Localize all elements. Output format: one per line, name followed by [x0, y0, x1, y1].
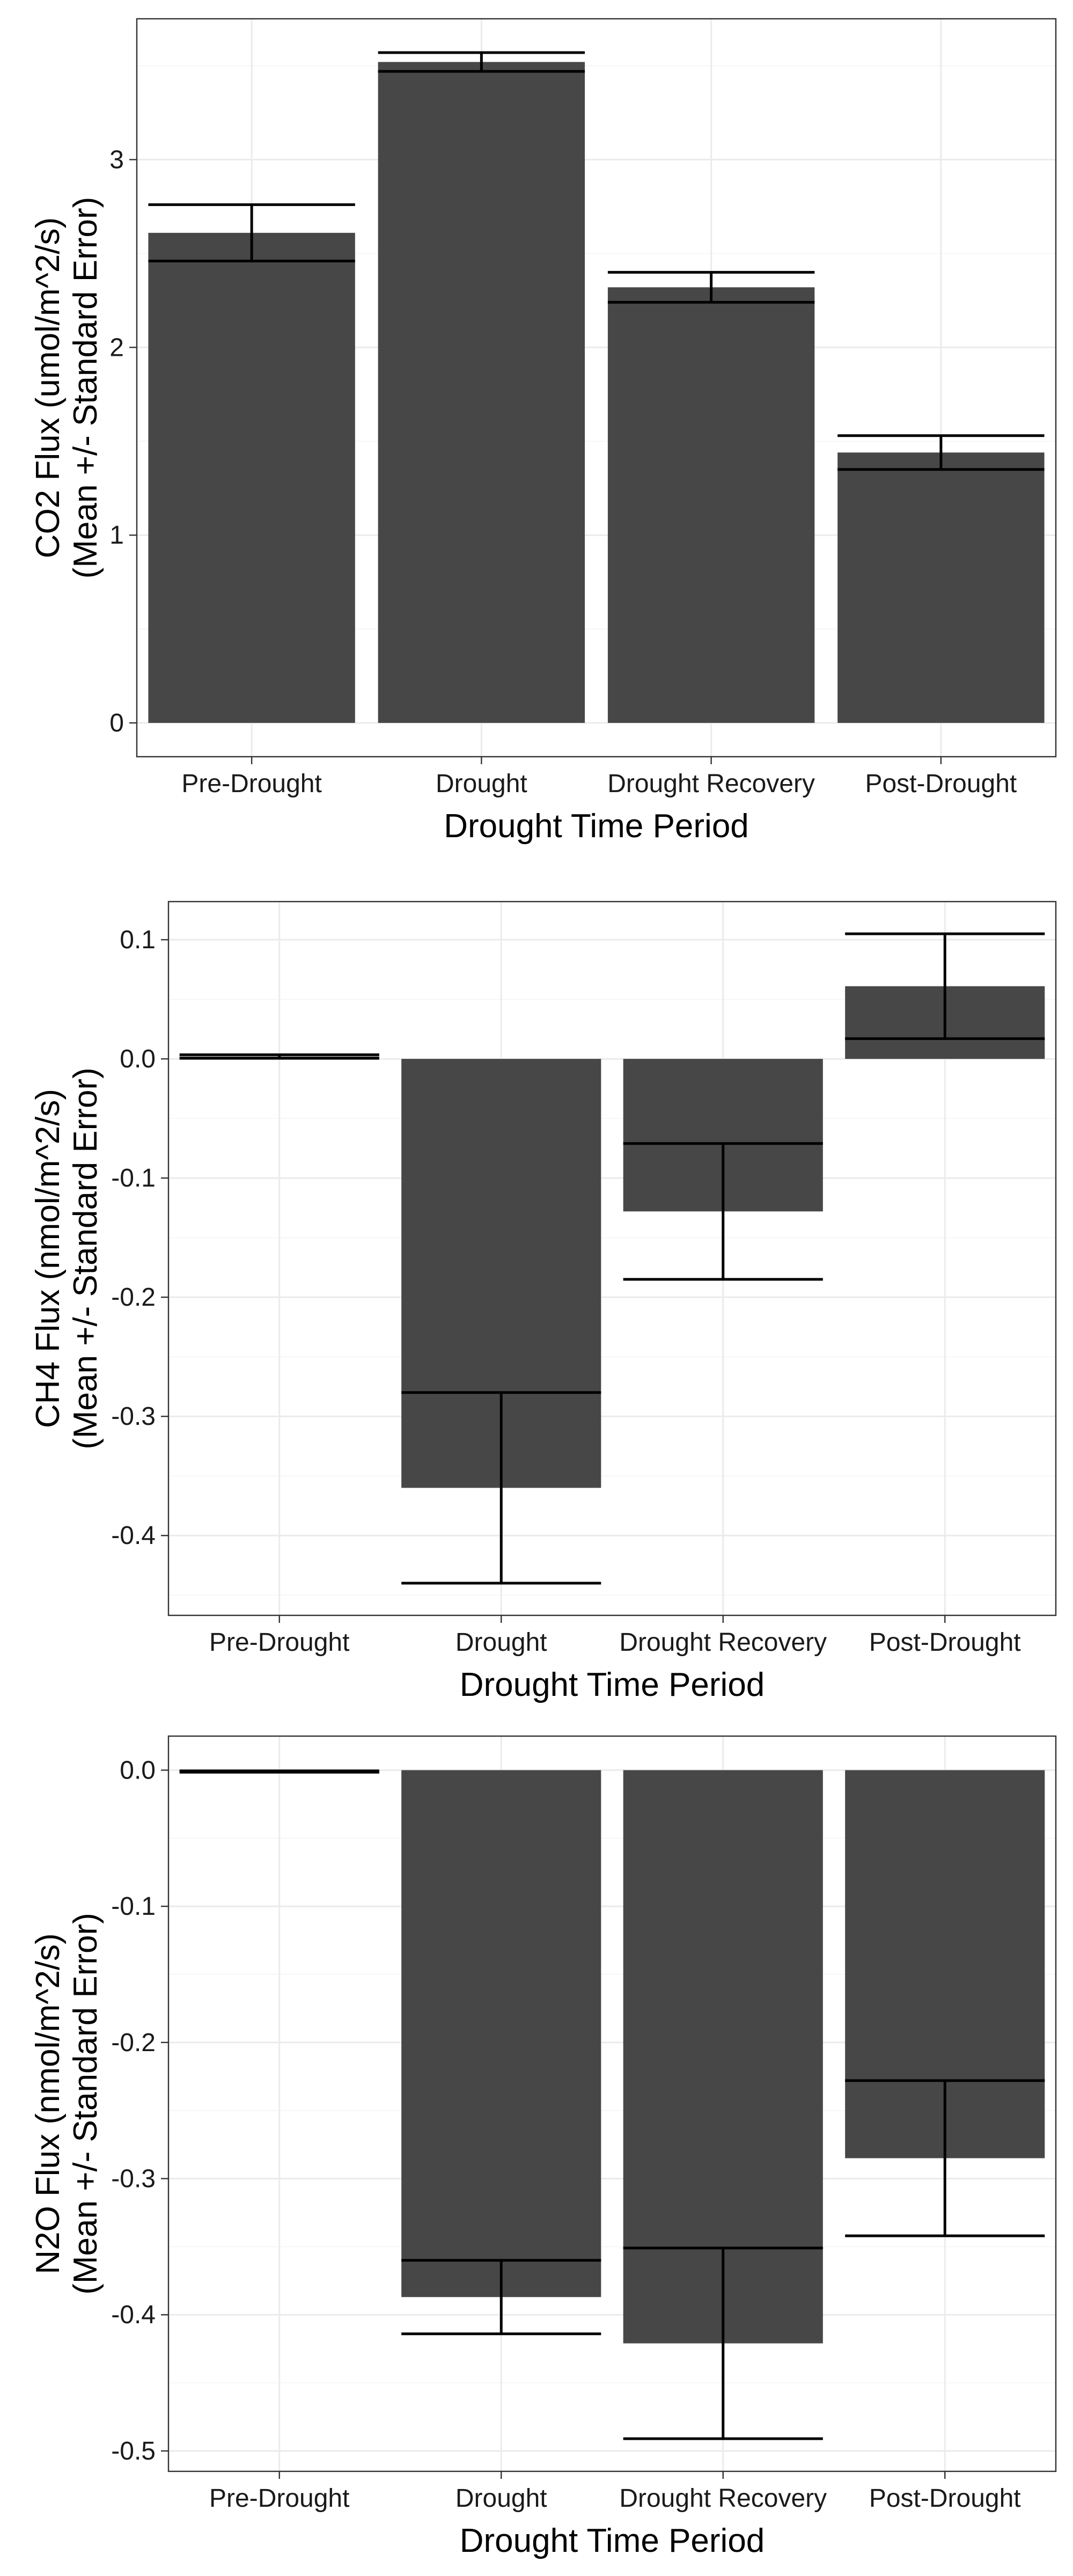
y-axis-title-line-2: (Mean +/- Standard Error) — [67, 197, 104, 579]
y-tick-label: 0 — [109, 709, 124, 737]
bar-2 — [401, 1770, 601, 2297]
error-bar-2 — [401, 2259, 601, 2336]
error-bar-2 — [401, 1391, 601, 1585]
error-bar-1 — [179, 1053, 379, 1060]
panel-border — [167, 901, 1057, 1616]
error-bar-1 — [179, 1769, 379, 1774]
error-bar-2 — [378, 51, 585, 73]
error-bar-1 — [148, 203, 355, 262]
y-tick-label: -0.3 — [111, 2165, 156, 2193]
chart-panel-1: 0 1 2 3 Pre-Drought Drought Drought Recovery Po… — [30, 18, 1057, 845]
chart-panel-3: -0.5 -0.4 -0.3 -0.2 -0.1 0.0 Pre-Drought Drough… — [30, 1735, 1057, 2559]
x-axis-title: Drought Time Period — [444, 808, 749, 845]
y-axis-title: N2O Flux (nmol/m^2/s)(Mean +/- Standard … — [30, 1913, 104, 2295]
y-axis-title: CO2 Flux (umol/m^2/s)(Mean +/- Standard … — [30, 197, 104, 579]
y-tick-label: -0.5 — [111, 2437, 156, 2465]
y-axis-title-line-2: (Mean +/- Standard Error) — [67, 1067, 104, 1450]
y-axis-title: CH4 Flux (nmol/m^2/s)(Mean +/- Standard … — [30, 1067, 104, 1450]
error-bar-4 — [845, 2079, 1045, 2237]
x-axis-title: Drought Time Period — [460, 1666, 765, 1703]
y-tick-label: 0.1 — [120, 926, 156, 954]
y-tick-label: -0.3 — [111, 1402, 156, 1431]
y-axis-title-line-2: (Mean +/- Standard Error) — [67, 1913, 104, 2295]
error-bar-4 — [845, 932, 1045, 1040]
panel-border — [136, 18, 1057, 758]
chart-panel-2: -0.4 -0.3 -0.2 -0.1 0.0 0.1 Pre-Drought Drought… — [30, 901, 1057, 1703]
y-tick-label: -0.1 — [111, 1164, 156, 1192]
error-bar-4 — [837, 434, 1045, 471]
y-axis-title-line-1: CH4 Flux (nmol/m^2/s) — [30, 1089, 67, 1428]
x-axis-title: Drought Time Period — [460, 2522, 765, 2559]
y-tick-label: 2 — [109, 333, 124, 362]
y-tick-label: 1 — [109, 521, 124, 550]
x-tick-label: Drought Recovery — [619, 1628, 827, 1657]
x-tick-label: Drought Recovery — [619, 2484, 827, 2513]
x-tick-label: Pre-Drought — [209, 1628, 349, 1657]
x-tick-label: Pre-Drought — [209, 2484, 349, 2513]
bar-1 — [148, 232, 355, 723]
y-tick-label: 3 — [109, 145, 124, 174]
error-bar-3 — [623, 2246, 823, 2440]
y-tick-label: -0.4 — [111, 2301, 156, 2329]
x-tick-label: Drought — [455, 2484, 547, 2513]
bar-4 — [837, 452, 1045, 723]
y-axis-title-line-1: CO2 Flux (umol/m^2/s) — [30, 217, 67, 558]
error-bar-3 — [623, 1142, 823, 1281]
y-axis-title-line-1: N2O Flux (nmol/m^2/s) — [30, 1933, 67, 2274]
y-tick-label: 0.0 — [120, 1045, 156, 1073]
panel-border — [167, 1735, 1057, 2472]
x-tick-label: Post-Drought — [865, 770, 1017, 798]
y-tick-label: -0.2 — [111, 2029, 156, 2057]
y-tick-label: -0.1 — [111, 1892, 156, 1921]
x-tick-label: Drought — [455, 1628, 547, 1657]
x-tick-label: Post-Drought — [869, 1628, 1021, 1657]
x-tick-label: Drought — [436, 770, 527, 798]
bar-3 — [607, 287, 815, 723]
x-tick-label: Post-Drought — [869, 2484, 1021, 2513]
bar-2 — [378, 62, 585, 723]
y-tick-label: 0.0 — [120, 1756, 156, 1784]
x-tick-label: Pre-Drought — [181, 770, 321, 798]
y-tick-label: -0.2 — [111, 1283, 156, 1312]
x-tick-label: Drought Recovery — [607, 770, 815, 798]
y-tick-label: -0.4 — [111, 1521, 156, 1550]
error-bar-3 — [607, 270, 815, 304]
